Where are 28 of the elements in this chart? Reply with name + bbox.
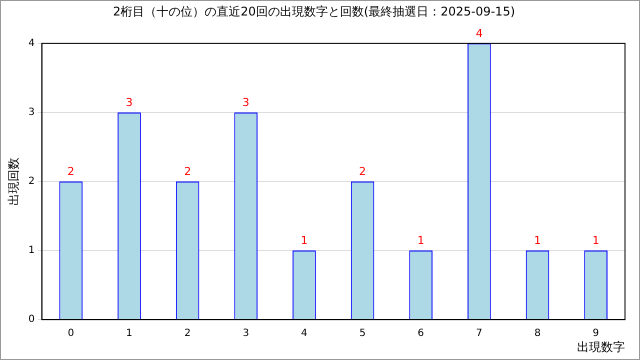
- y-tick-label: 3: [28, 107, 35, 118]
- data-label: 1: [300, 234, 308, 247]
- y-tick-label: 1: [28, 245, 35, 256]
- x-tick-label: 9: [592, 328, 600, 340]
- x-axis-title: 出現数字: [577, 340, 625, 354]
- x-tick-label: 0: [68, 328, 74, 340]
- x-tick-label: 7: [476, 328, 482, 340]
- x-tick-label: 4: [301, 328, 308, 340]
- x-tick-label: 2: [184, 328, 191, 340]
- x-tick-label: 1: [126, 328, 132, 340]
- x-tick-label: 3: [242, 328, 250, 340]
- chart-title: 2桁目（十の位）の直近20回の出現数字と回数(最終抽選日：2025-09-15): [112, 4, 516, 18]
- data-label: 3: [242, 96, 250, 109]
- y-tick-label: 0: [28, 314, 35, 326]
- x-tick-label: 6: [418, 328, 424, 340]
- x-tick-label: 8: [534, 328, 541, 340]
- y-tick-label: 2: [28, 176, 35, 188]
- data-label: 2: [184, 164, 192, 178]
- data-label: 2: [359, 164, 366, 178]
- data-label: 4: [476, 26, 483, 40]
- data-label: 1: [417, 234, 424, 247]
- data-label: 3: [126, 96, 133, 109]
- x-tick-label: 5: [359, 328, 366, 340]
- y-tick-label: 4: [28, 38, 35, 49]
- data-label: 1: [592, 234, 600, 247]
- data-label: 2: [67, 164, 74, 178]
- data-label: 1: [534, 234, 542, 247]
- y-axis-title: 出現回数: [6, 158, 20, 206]
